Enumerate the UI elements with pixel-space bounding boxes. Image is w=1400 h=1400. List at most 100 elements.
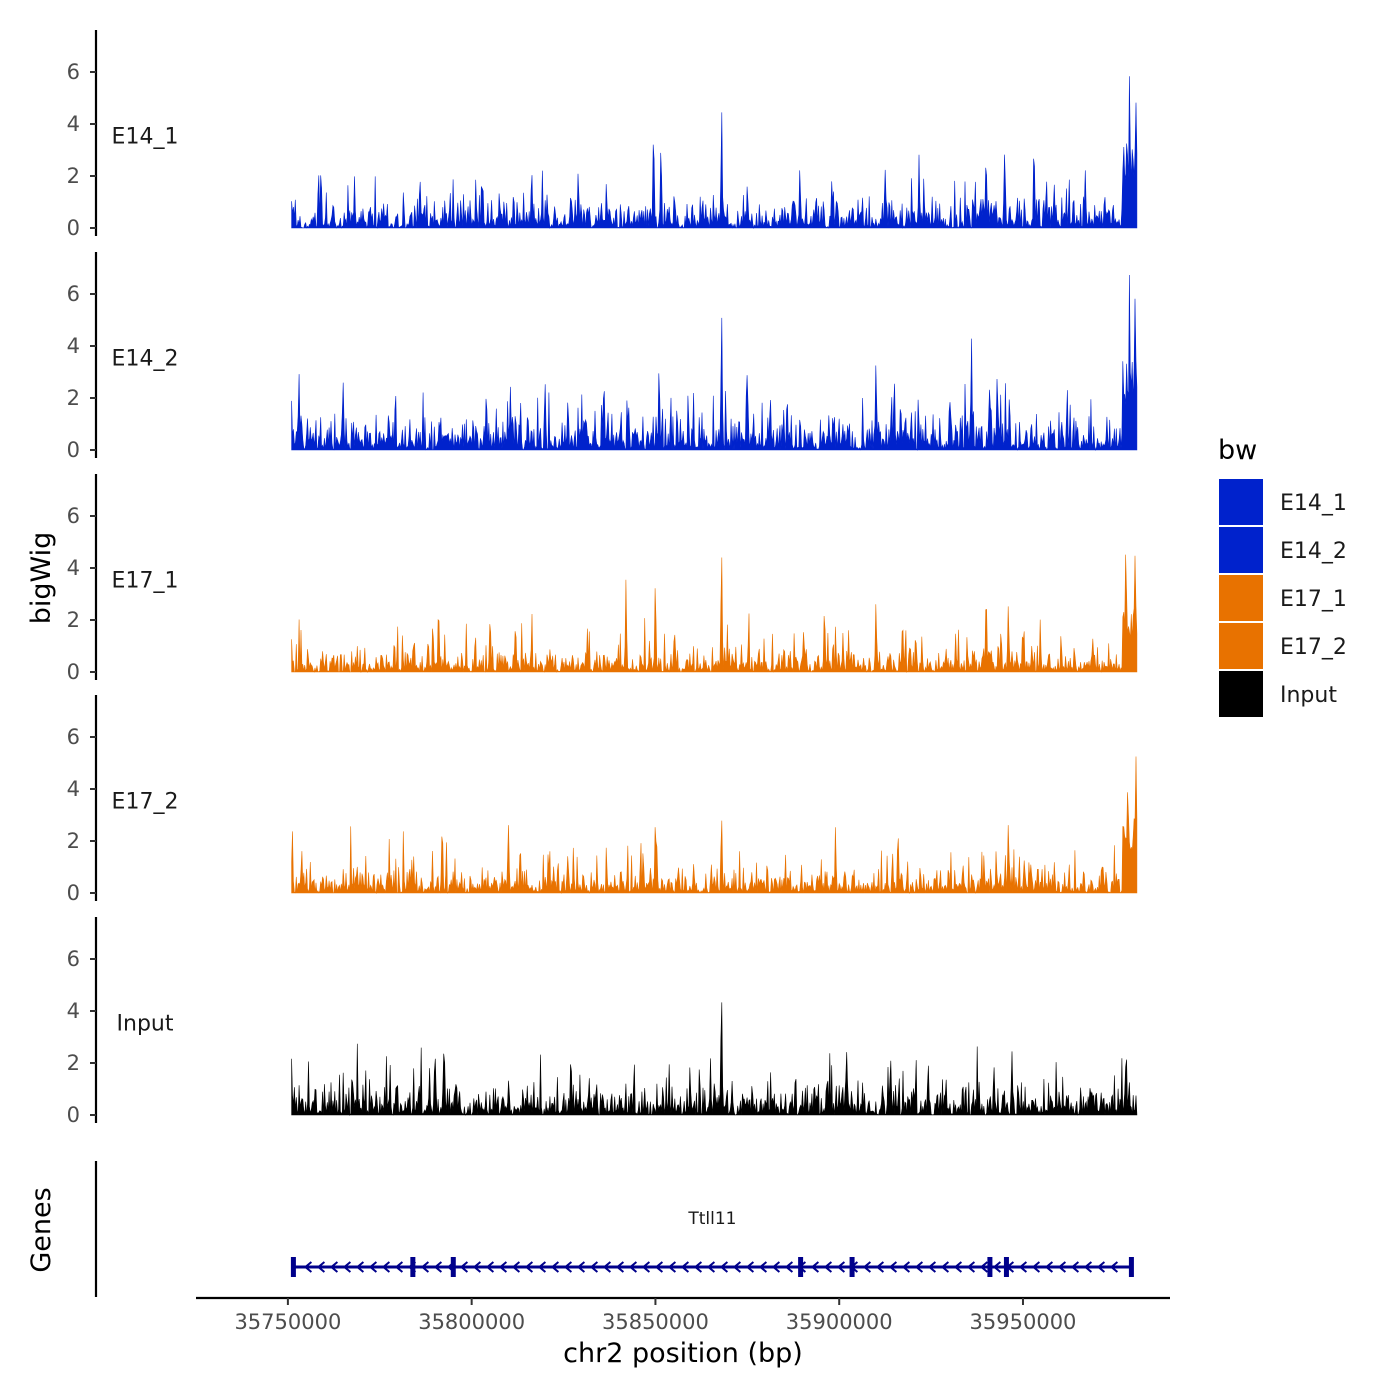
strand-arrow [680,1261,690,1273]
y-tick-label: 0 [67,1103,80,1127]
strand-arrow [420,1261,430,1273]
y-tick-label: 4 [67,334,80,358]
exon [849,1257,855,1277]
legend-swatch [1219,575,1263,621]
legend-label: Input [1280,683,1337,708]
exon [290,1257,296,1277]
strand-arrow [901,1261,911,1273]
track-e14-2: 0 2 4 6 E14_2 [67,252,1138,462]
track-e17-2: 0 2 4 6 E17_2 [67,695,1138,905]
strand-arrow [394,1261,404,1273]
signal-area-input [291,1002,1138,1117]
strand-arrow [537,1261,547,1273]
strand-arrow [550,1261,560,1273]
legend-label: E17_1 [1280,587,1347,612]
gene-panel: Ttll11 [94,1161,1134,1297]
x-axis-title: chr2 position (bp) [563,1338,803,1369]
x-tick-label: 35800000 [418,1310,525,1334]
strand-arrow [732,1261,742,1273]
track-input: 0 2 4 6 Input [67,917,1138,1127]
signal-area-e17-2 [291,756,1138,895]
x-tick-label: 35750000 [234,1310,341,1334]
strand-arrow [459,1261,469,1273]
track-label: E17_2 [112,790,179,815]
track-panels: 0 2 4 6 E14_1 0 2 4 6 E14_2 0 2 4 6 E17_1 0 2 4 6 E17_2 0 2 4 6… [67,30,1138,1127]
strand-arrow [329,1261,339,1273]
track-label: E14_1 [112,125,179,150]
strand-arrow [303,1261,313,1273]
strand-arrow [1109,1261,1119,1273]
strand-arrow [823,1261,833,1273]
gene-label: Ttll11 [687,1209,736,1229]
track-e17-1: 0 2 4 6 E17_1 [67,474,1138,684]
strand-arrow [979,1261,989,1273]
strand-arrow [1083,1261,1093,1273]
strand-arrow [745,1261,755,1273]
strand-arrow [1070,1261,1080,1273]
y-tick-label: 2 [67,1051,80,1075]
signal-area-e14-1 [291,76,1138,230]
y-tick-label: 4 [67,556,80,580]
strand-arrow [953,1261,963,1273]
y-tick-label: 6 [67,282,80,306]
y-tick-label: 4 [67,999,80,1023]
strand-arrow [563,1261,573,1273]
strand-arrow [511,1261,521,1273]
strand-arrow [758,1261,768,1273]
strand-arrow [368,1261,378,1273]
strand-arrow [719,1261,729,1273]
y-tick-label: 6 [67,947,80,971]
strand-arrow [524,1261,534,1273]
genes-axis-title: Genes [26,1187,57,1272]
strand-arrow [875,1261,885,1273]
strand-arrow [914,1261,924,1273]
y-tick-label: 6 [67,504,80,528]
y-tick-label: 0 [67,216,80,240]
y-tick-label: 0 [67,660,80,684]
y-tick-label: 2 [67,386,80,410]
track-label: Input [117,1012,174,1037]
strand-arrow [472,1261,482,1273]
exon [1128,1257,1134,1277]
track-e14-1: 0 2 4 6 E14_1 [67,30,1138,240]
x-tick-label: 35950000 [970,1310,1077,1334]
legend-label: E14_1 [1280,491,1347,516]
y-tick-label: 2 [67,164,80,188]
strand-arrow [693,1261,703,1273]
strand-arrow [316,1261,326,1273]
strand-arrow [940,1261,950,1273]
strand-arrow [602,1261,612,1273]
strand-arrow [771,1261,781,1273]
legend: bw E14_1 E14_2 E17_1 E17_2 Input [1218,435,1347,717]
legend-swatch [1219,623,1263,669]
strand-arrow [1031,1261,1041,1273]
y-tick-label: 6 [67,725,80,749]
strand-arrow [342,1261,352,1273]
y-tick-label: 0 [67,881,80,905]
strand-arrow [810,1261,820,1273]
strand-arrow [654,1261,664,1273]
strand-arrow [589,1261,599,1273]
strand-arrow [615,1261,625,1273]
x-tick-label: 35850000 [602,1310,709,1334]
x-axis: 35750000 35800000 35850000 35900000 35950000 [196,1296,1170,1334]
legend-swatch [1219,671,1263,717]
exon [410,1257,416,1277]
gene-model-ttll11 [290,1257,1134,1277]
strand-arrow [1057,1261,1067,1273]
strand-arrow [1044,1261,1054,1273]
y-tick-label: 4 [67,112,80,136]
signal-area-e17-1 [291,554,1138,674]
strand-arrow [1018,1261,1028,1273]
y-tick-label: 2 [67,608,80,632]
strand-arrow [888,1261,898,1273]
legend-swatch [1219,527,1263,573]
strand-arrow [1096,1261,1106,1273]
strand-arrow [706,1261,716,1273]
track-label: E17_1 [112,569,179,594]
y-tick-label: 0 [67,438,80,462]
strand-arrow [927,1261,937,1273]
strand-arrow [433,1261,443,1273]
strand-arrow [498,1261,508,1273]
strand-arrow [992,1261,1002,1273]
